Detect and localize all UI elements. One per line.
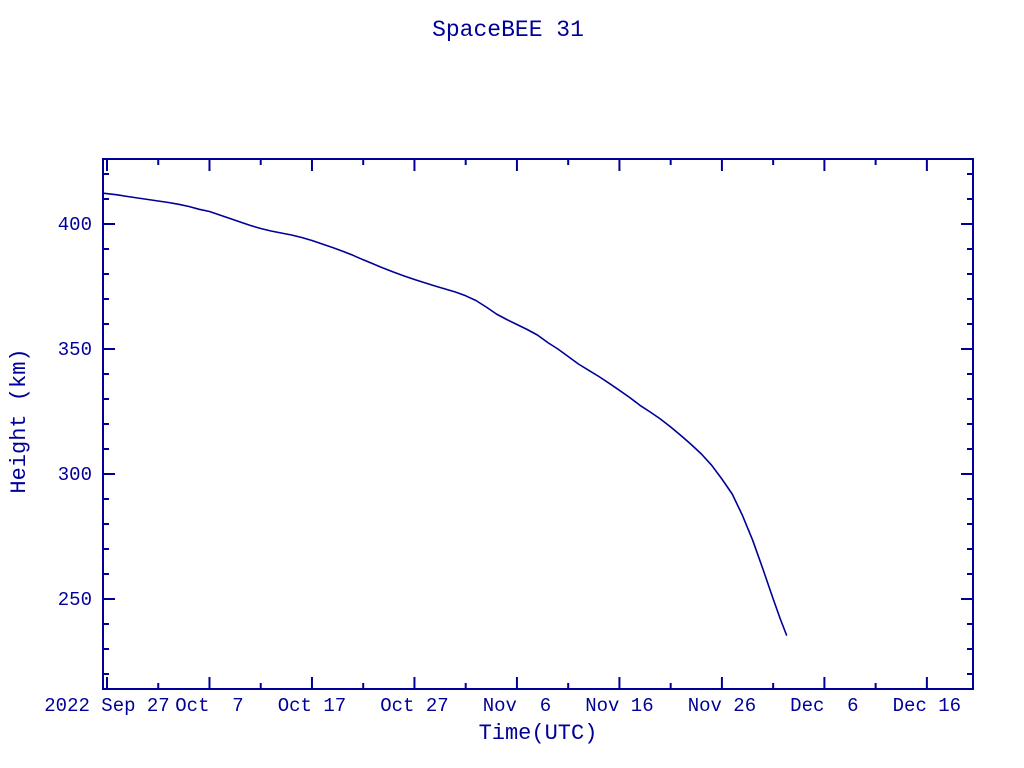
height-decay-curve — [102, 192, 788, 636]
y-tick-label: 300 — [58, 464, 92, 486]
y-tick-label: 350 — [58, 339, 92, 361]
y-axis-tick-labels: 250 300 350 400 — [58, 214, 92, 611]
x-tick-label: Oct 7 — [175, 695, 243, 717]
x-tick-label: 2022 Sep 27 — [44, 695, 169, 717]
x-tick-label: Dec 6 — [790, 695, 858, 717]
y-tick-label: 250 — [58, 589, 92, 611]
plot-border — [102, 158, 974, 690]
x-tick-label: Nov 26 — [688, 695, 756, 717]
axis-ticks — [103, 159, 973, 689]
y-axis-title: Height (km) — [7, 348, 32, 493]
y-tick-label: 400 — [58, 214, 92, 236]
x-tick-label: Nov 16 — [585, 695, 653, 717]
x-axis-title: Time(UTC) — [479, 721, 598, 746]
x-tick-label: Dec 16 — [893, 695, 961, 717]
x-tick-label: Nov 6 — [483, 695, 551, 717]
x-tick-label: Oct 27 — [380, 695, 448, 717]
x-tick-label: Oct 17 — [278, 695, 346, 717]
chart-title: SpaceBEE 31 — [432, 17, 584, 43]
x-axis-tick-labels: 2022 Sep 27 Oct 7 Oct 17 Oct 27 Nov 6 Nov 16 N… — [44, 695, 961, 717]
